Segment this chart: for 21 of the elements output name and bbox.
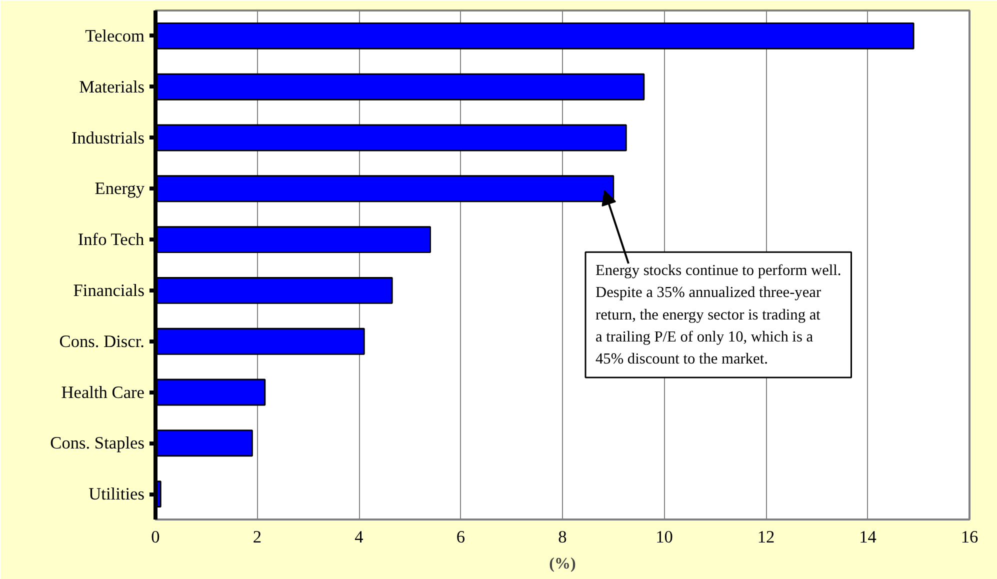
x-tick-label: 8 xyxy=(558,528,567,546)
y-tick-label: Industrials xyxy=(71,128,145,148)
x-tick-label: 4 xyxy=(354,528,364,546)
y-tick-label: Cons. Discr. xyxy=(59,332,144,351)
x-tick-label: 12 xyxy=(757,528,775,546)
y-tick-label: Utilities xyxy=(88,484,145,504)
x-tick-label: 16 xyxy=(960,528,978,546)
y-tick-label: Materials xyxy=(79,77,145,96)
x-axis-title: (%) xyxy=(549,556,576,572)
x-tick-label: 0 xyxy=(151,528,160,546)
x-tick-label: 6 xyxy=(456,528,466,546)
y-tick-label: Info Tech xyxy=(78,230,145,250)
x-tick-label: 14 xyxy=(859,528,877,546)
y-tick-label: Telecom xyxy=(85,26,146,46)
x-tick-label: 2 xyxy=(252,528,262,546)
annotation: Energy stocks continue to perform well. Despite a 35% annualized three-year return, the energy sector is trading at a trailing P/E of only 10, which is a 45% discount to the market. xyxy=(596,262,842,368)
y-tick-label: Financials xyxy=(73,280,145,300)
y-tick-label: Energy xyxy=(94,179,145,198)
y-tick-label: Health Care xyxy=(61,382,145,402)
y-tick-label: Cons. Staples xyxy=(50,434,145,453)
x-tick-label: 10 xyxy=(656,528,673,546)
